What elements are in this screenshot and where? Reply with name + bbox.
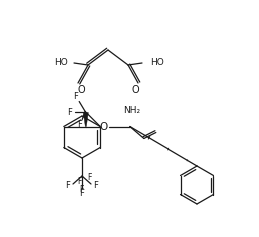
Text: O: O [131, 85, 139, 95]
Text: HO: HO [150, 58, 164, 67]
Text: O: O [100, 122, 108, 132]
Text: F: F [77, 120, 82, 129]
Text: NH₂: NH₂ [123, 106, 140, 115]
Text: F: F [73, 92, 78, 101]
Text: F: F [80, 188, 84, 197]
Text: O: O [77, 85, 85, 95]
Text: HO: HO [54, 58, 68, 67]
Text: F: F [77, 178, 81, 187]
Text: F: F [79, 186, 83, 195]
Polygon shape [83, 113, 88, 127]
Text: F: F [67, 108, 72, 117]
Text: F: F [93, 181, 98, 190]
Text: F: F [66, 181, 70, 190]
Text: F: F [87, 173, 91, 182]
